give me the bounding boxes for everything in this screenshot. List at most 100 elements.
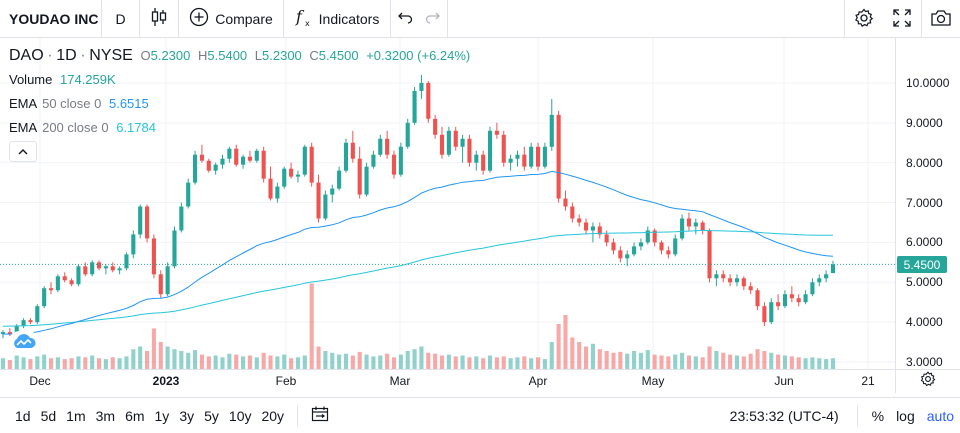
ema200-legend[interactable]: EMA 200 close 0 6.1784: [9, 120, 156, 135]
time-tick: Mar: [389, 374, 411, 388]
time-tick: Feb: [275, 374, 297, 388]
price-chart[interactable]: [0, 38, 895, 369]
logo-watermark[interactable]: [8, 331, 40, 355]
range-button-3m[interactable]: 3m: [95, 407, 116, 424]
candle-body: [824, 274, 829, 279]
candle-body: [782, 294, 788, 307]
redo-icon: [425, 10, 441, 27]
auto-scale-button[interactable]: auto: [926, 408, 954, 424]
candle-body: [618, 250, 623, 259]
volume-bar: [638, 352, 643, 369]
volume-bar: [796, 357, 801, 369]
volume-bar: [769, 352, 774, 369]
candle-body: [789, 294, 794, 299]
volume-bar: [261, 352, 266, 369]
range-button-6m[interactable]: 6m: [125, 407, 145, 424]
candle-body: [659, 242, 664, 251]
gear-icon: [854, 8, 874, 31]
candle-body: [124, 254, 129, 269]
range-button-1m[interactable]: 1m: [66, 407, 86, 424]
volume-bar: [776, 354, 781, 369]
volume-bar: [741, 356, 746, 369]
chevron-up-icon: [17, 143, 29, 161]
volume-bar: [158, 342, 163, 369]
volume-bar: [76, 356, 81, 369]
chart-type-button[interactable]: [140, 0, 178, 38]
compare-button[interactable]: Compare: [179, 0, 283, 38]
candle-body: [90, 262, 95, 275]
time-tick: 2023: [152, 374, 180, 388]
axis-settings-button[interactable]: [895, 370, 960, 393]
candle-body: [707, 230, 712, 279]
fullscreen-button[interactable]: [883, 0, 921, 38]
volume-bar: [343, 353, 349, 369]
volume-bar: [508, 358, 513, 369]
candle-body: [158, 274, 163, 295]
undo-button[interactable]: [391, 0, 419, 38]
time-tick: Dec: [29, 374, 51, 388]
candle-body: [268, 178, 273, 199]
range-button-5y[interactable]: 5y: [204, 407, 219, 424]
candle-body: [817, 278, 822, 283]
symbol-search-button[interactable]: YOUDAO INC: [0, 0, 102, 38]
change-value: +0.3200 (+6.24%): [366, 48, 471, 63]
volume-bar: [632, 351, 637, 369]
candle-body: [412, 90, 417, 123]
undo-icon: [397, 10, 413, 27]
candle-body: [652, 230, 657, 243]
volume-bar: [42, 354, 47, 369]
ema50-legend[interactable]: EMA 50 close 0 5.6515: [9, 96, 149, 111]
close-value: 5.4500: [318, 48, 359, 63]
fullscreen-icon: [893, 8, 911, 30]
legend-exchange: NYSE: [89, 47, 133, 64]
candle-body: [611, 242, 616, 251]
range-button-3y[interactable]: 3y: [179, 407, 195, 424]
volume-bar: [625, 353, 630, 369]
price-tick: 8.0000: [906, 155, 943, 170]
ema50-value: 5.6515: [108, 96, 149, 111]
percent-scale-button[interactable]: %: [871, 408, 885, 424]
candle-body: [700, 222, 705, 231]
volume-legend[interactable]: Volume 174.259K: [9, 72, 116, 87]
log-scale-button[interactable]: log: [896, 408, 915, 424]
price-axis[interactable]: 10.0000 9.0000 8.0000 7.0000 6.0000 5.0000 4.0…: [895, 38, 960, 369]
collapse-legend-button[interactable]: [9, 141, 37, 162]
volume-bar: [748, 353, 753, 369]
candle-body: [7, 332, 12, 335]
price-tick: 3.0000: [906, 355, 943, 369]
low-label: L: [254, 48, 263, 63]
volume-bar: [220, 357, 225, 369]
volume-bar: [350, 355, 355, 369]
range-button-10y[interactable]: 10y: [228, 407, 252, 424]
time-axis[interactable]: Dec 2023 Feb Mar Apr May Jun 21: [0, 369, 960, 393]
volume-bar: [138, 346, 143, 369]
range-button-1d[interactable]: 1d: [15, 407, 31, 424]
volume-bar: [419, 346, 424, 369]
clock[interactable]: 23:53:32 (UTC-4): [729, 408, 839, 424]
candle-body: [467, 138, 472, 163]
volume-bar: [666, 356, 671, 369]
range-button-20y[interactable]: 20y: [261, 407, 285, 424]
redo-button[interactable]: [419, 0, 447, 38]
volume-bar: [501, 356, 506, 369]
settings-button[interactable]: [845, 0, 883, 38]
range-button-1y[interactable]: 1y: [154, 407, 170, 424]
ema200-params: 200 close 0: [42, 120, 109, 135]
volume-bar: [227, 353, 232, 369]
interval-button[interactable]: D: [115, 10, 126, 27]
volume-bar: [124, 356, 129, 369]
volume-bar: [337, 354, 342, 369]
toolbar-divider: [283, 0, 284, 38]
volume-bar: [14, 355, 19, 369]
open-label: O: [140, 48, 151, 63]
price-tick: 10.0000: [906, 75, 950, 90]
candle-body: [295, 174, 301, 177]
candle-body: [584, 222, 589, 231]
goto-date-button[interactable]: [306, 401, 334, 431]
camera-icon: [930, 9, 952, 30]
screenshot-button[interactable]: [922, 0, 960, 38]
range-button-5d[interactable]: 5d: [40, 407, 57, 424]
candle-body: [220, 158, 225, 165]
svg-text:x: x: [305, 19, 310, 27]
